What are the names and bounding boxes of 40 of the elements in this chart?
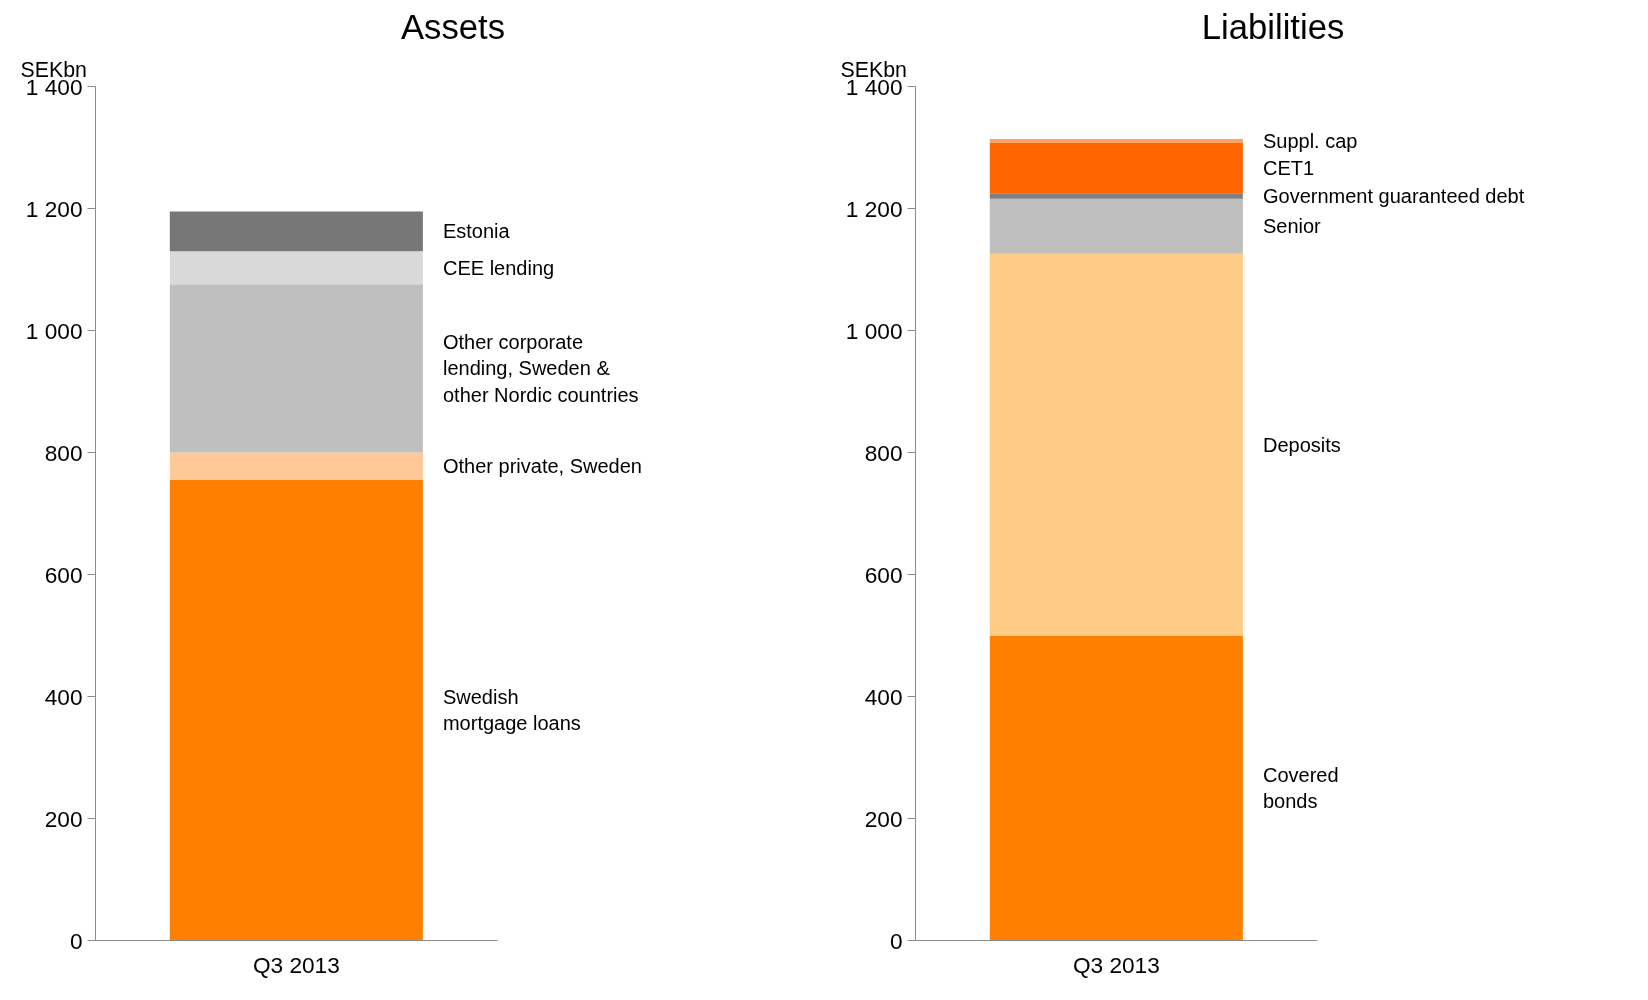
y-tick-label: 600	[864, 561, 903, 588]
y-tick-label: 200	[44, 805, 83, 832]
chart-title: Liabilities	[1201, 7, 1345, 46]
y-tick-label: 200	[864, 805, 903, 832]
y-tick-label: 0	[69, 927, 83, 954]
bar	[169, 479, 423, 941]
y-tick-label: 600	[44, 561, 83, 588]
y-tick-label: 1 200	[845, 195, 903, 222]
series-label: Covered bonds	[1262, 763, 1339, 813]
series-label: Other private, Sweden	[442, 455, 642, 478]
series-label: Deposits	[1262, 433, 1341, 456]
series-label: Other corporate lending, Sweden & other Nordic countries	[442, 330, 639, 406]
x-tick-label: Q3 2013	[1072, 951, 1160, 978]
y-tick-label: 400	[44, 683, 83, 710]
bar	[169, 452, 423, 480]
bar	[989, 635, 1243, 941]
bar	[989, 193, 1243, 199]
y-tick-label: 800	[44, 439, 83, 466]
y-tick-label: 400	[864, 683, 903, 710]
series-label: Government guaranteed debt	[1262, 184, 1525, 207]
chart-title: Assets	[401, 7, 506, 46]
series-label: CEE lending	[442, 256, 555, 279]
bar	[169, 211, 423, 252]
series-label: Senior	[1262, 215, 1322, 238]
series-label: CET1	[1262, 156, 1315, 179]
bar	[169, 284, 423, 453]
bar	[989, 198, 1243, 254]
y-tick-label: 800	[864, 439, 903, 466]
bar	[169, 251, 423, 285]
y-tick-label: 1 000	[845, 317, 903, 344]
bar	[989, 138, 1243, 143]
series-label: Estonia	[442, 220, 511, 243]
y-tick-label: 1 200	[25, 195, 83, 222]
x-tick-label: Q3 2013	[252, 951, 340, 978]
bar	[989, 142, 1243, 194]
y-tick-label: 0	[889, 927, 903, 954]
bar	[989, 253, 1243, 636]
series-label: Swedish mortgage loans	[442, 686, 581, 735]
series-label: Suppl. cap	[1262, 129, 1358, 152]
y-tick-label: 1 000	[25, 317, 83, 344]
